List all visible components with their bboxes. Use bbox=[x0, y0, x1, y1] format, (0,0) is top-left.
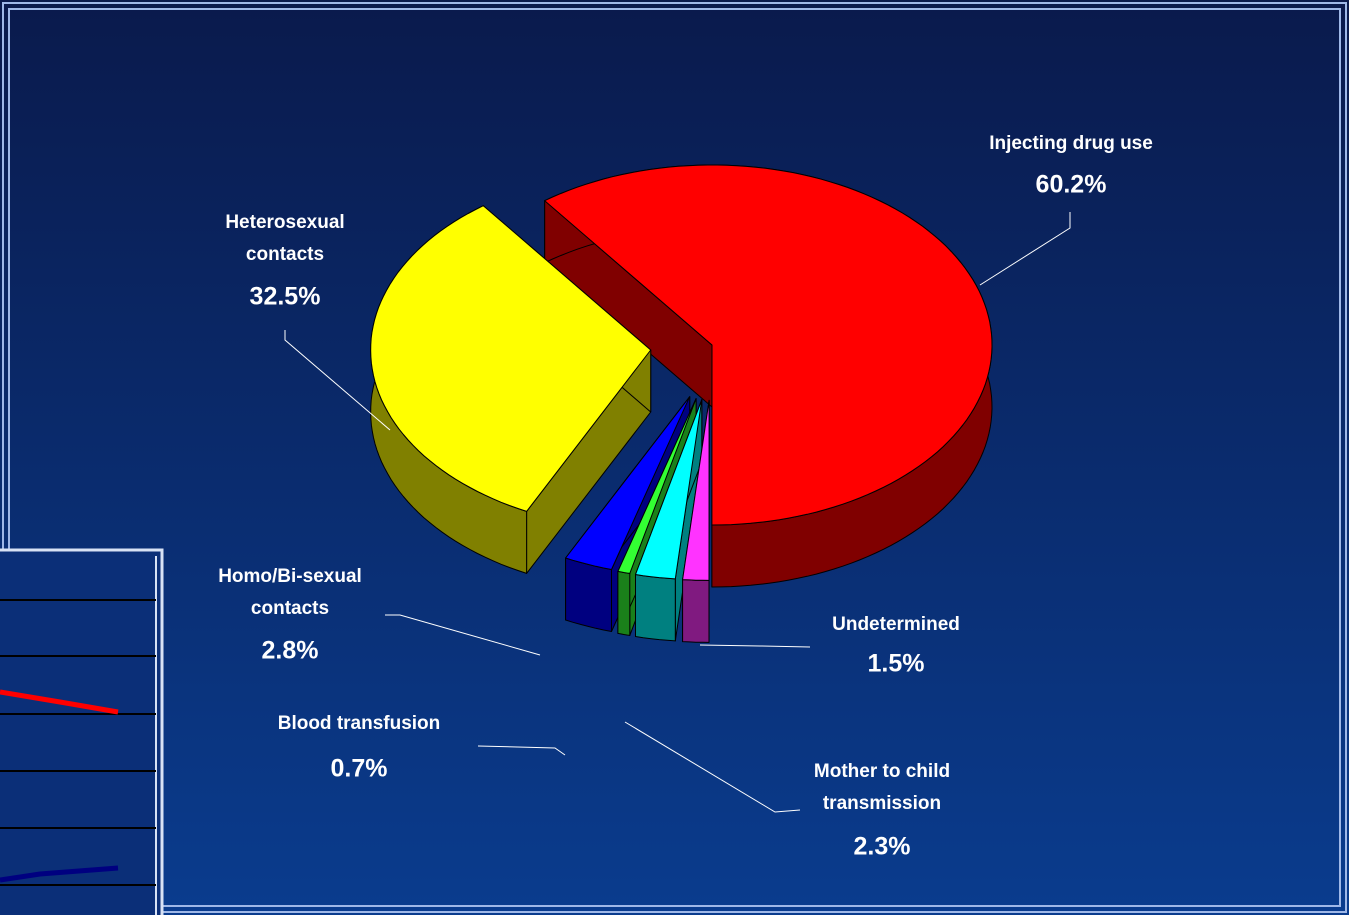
slice-top bbox=[635, 399, 703, 580]
value-label: 1.5% bbox=[868, 650, 925, 678]
slice-side bbox=[682, 579, 710, 643]
slice-label: Injecting drug use bbox=[989, 133, 1153, 154]
slice-label: Undetermined bbox=[832, 614, 960, 635]
slice-label: Homo/Bi-sexual contacts bbox=[218, 566, 362, 619]
slice-top bbox=[617, 398, 697, 574]
slice bbox=[370, 205, 652, 574]
value-label: 2.8% bbox=[262, 637, 319, 665]
value-label: 60.2% bbox=[1036, 171, 1107, 199]
background-panel bbox=[0, 548, 164, 915]
leader-line bbox=[624, 721, 801, 813]
frame-inner bbox=[8, 8, 1341, 907]
slice-label: Blood transfusion bbox=[278, 713, 441, 734]
leader-line bbox=[699, 644, 811, 648]
slice-top bbox=[370, 205, 652, 512]
value-label: 2.3% bbox=[854, 833, 911, 861]
slice bbox=[682, 399, 710, 643]
leader-line bbox=[979, 212, 1071, 286]
value-label: 32.5% bbox=[250, 283, 321, 311]
slice-label: Mother to child transmission bbox=[814, 761, 950, 814]
slice-side bbox=[635, 574, 676, 642]
slice-top bbox=[565, 396, 691, 570]
slice-top bbox=[682, 399, 710, 581]
leader-line bbox=[477, 745, 566, 756]
slice-side bbox=[617, 570, 631, 636]
slice bbox=[544, 164, 993, 588]
leader-line bbox=[385, 614, 541, 656]
leader-line bbox=[284, 330, 391, 431]
slice-top bbox=[544, 164, 993, 526]
slice-side bbox=[565, 557, 612, 632]
slice bbox=[635, 399, 703, 642]
value-label: 0.7% bbox=[331, 755, 388, 783]
slice-label: Heterosexual contacts bbox=[225, 212, 344, 265]
